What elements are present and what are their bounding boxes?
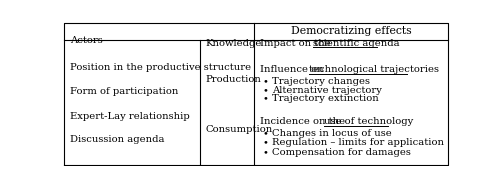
Text: •: • (262, 138, 268, 147)
Text: Form of participation: Form of participation (70, 86, 178, 96)
Text: Trajectory changes: Trajectory changes (272, 77, 370, 86)
Text: Changes in locus of use: Changes in locus of use (272, 129, 392, 138)
Text: Knowledge: Knowledge (206, 39, 262, 48)
Text: technological trajectories: technological trajectories (309, 65, 439, 74)
Text: Influence on: Influence on (260, 65, 327, 74)
Text: •: • (262, 77, 268, 86)
Text: Production: Production (206, 75, 262, 84)
Text: Trajectory extinction: Trajectory extinction (272, 94, 378, 103)
Text: Alternative trajectory: Alternative trajectory (272, 86, 382, 95)
Text: •: • (262, 129, 268, 138)
Text: •: • (262, 148, 268, 157)
Text: •: • (262, 86, 268, 95)
Text: •: • (262, 94, 268, 103)
Text: Compensation for damages: Compensation for damages (272, 148, 410, 157)
Text: Democratizing effects: Democratizing effects (291, 26, 412, 36)
Text: use of technology: use of technology (324, 117, 414, 126)
Text: Incidence on the: Incidence on the (260, 117, 348, 126)
Text: Discussion agenda: Discussion agenda (70, 134, 165, 144)
Text: Consumption: Consumption (206, 124, 273, 134)
Text: scientific agenda: scientific agenda (313, 39, 400, 48)
Text: Actors: Actors (70, 36, 103, 45)
Text: Expert-Lay relationship: Expert-Lay relationship (70, 112, 190, 121)
Text: Position in the productive structure: Position in the productive structure (70, 63, 252, 72)
Text: Regulation – limits for application: Regulation – limits for application (272, 138, 444, 147)
Text: Impact on the: Impact on the (260, 39, 334, 48)
